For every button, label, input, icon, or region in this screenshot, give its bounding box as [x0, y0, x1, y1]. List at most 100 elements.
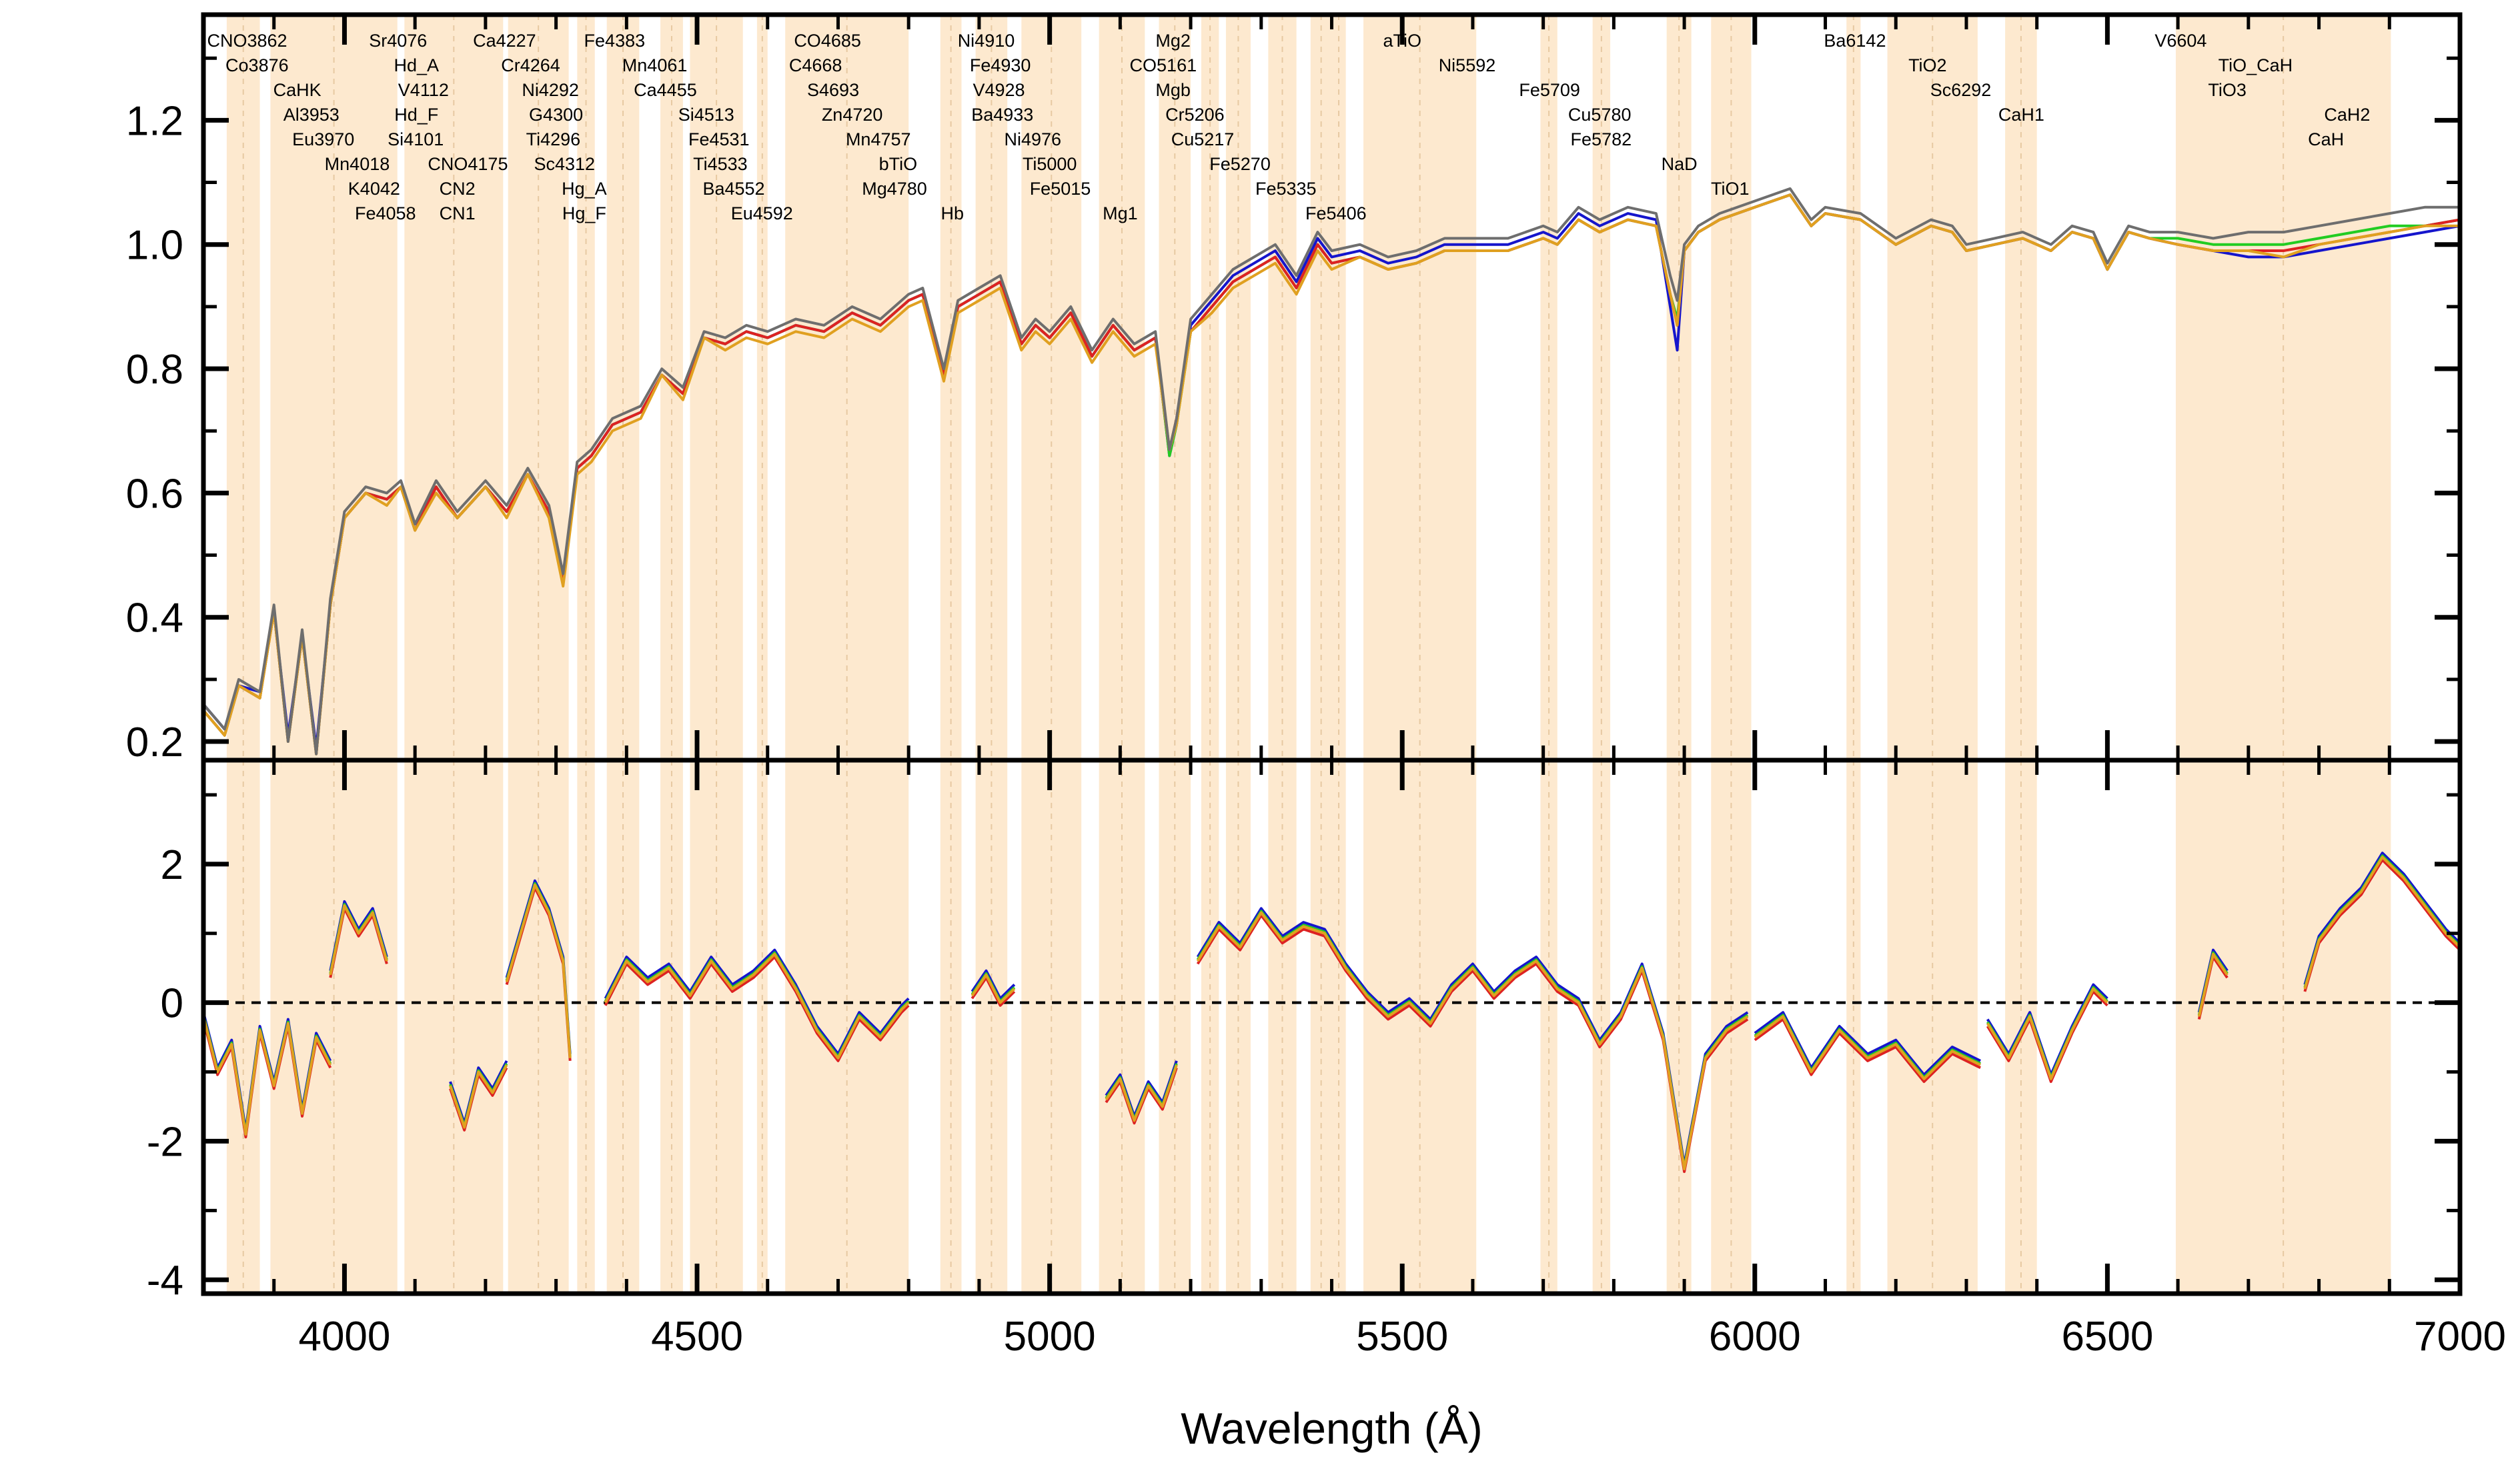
spectrum-line — [202, 187, 2460, 756]
x-tick-label: 4500 — [651, 1314, 743, 1360]
feature-band — [756, 15, 768, 760]
feature-label: CO5161 — [1130, 55, 1197, 75]
y-tick-label: -2 — [147, 1119, 183, 1165]
feature-label: Fe4531 — [688, 129, 750, 149]
feature-label: CN2 — [440, 179, 476, 199]
feature-label: Cr5206 — [1165, 105, 1225, 125]
feature-label: Si4101 — [388, 129, 444, 149]
feature-label: Fe5709 — [1519, 80, 1580, 100]
feature-label: Fe5335 — [1255, 179, 1317, 199]
bottom-residual-series — [202, 852, 2461, 1174]
x-tick-label: 6000 — [1709, 1314, 1801, 1360]
feature-label: CaH — [2308, 129, 2344, 149]
y-tick-label: 1.2 — [126, 98, 183, 144]
bottom-panel: -4 -2 0 2 4000 4500 5000 5500 6000 6500 7000 — [147, 758, 2506, 1360]
feature-label: Si4513 — [678, 105, 734, 125]
feature-band — [1846, 15, 1861, 760]
feature-label: Sr4076 — [369, 31, 427, 51]
feature-label: Ba4552 — [702, 179, 764, 199]
top-feature-bands — [226, 15, 2391, 760]
feature-label: Hd_A — [394, 55, 439, 75]
residual-line — [1986, 987, 2108, 1080]
feature-label: Hb — [940, 203, 964, 223]
feature-label: Fe5015 — [1030, 179, 1091, 199]
feature-label: Ti4533 — [693, 154, 748, 174]
residual-line — [1105, 1064, 1178, 1122]
feature-label: Sc4312 — [534, 154, 595, 174]
residual-line — [2303, 858, 2461, 992]
feature-label: Hg_F — [562, 203, 606, 223]
feature-label: Ba4933 — [971, 105, 1033, 125]
feature-label: Mgb — [1155, 80, 1191, 100]
feature-label: Hd_F — [394, 105, 438, 125]
feature-label: CN1 — [440, 203, 476, 223]
feature-label: TiO2 — [1908, 55, 1947, 75]
residual-line — [202, 1016, 332, 1136]
feature-label: Eu3970 — [292, 129, 354, 149]
y-tick-label: 0.8 — [126, 347, 183, 393]
y-tick-label: 0.6 — [126, 471, 183, 517]
feature-label: Ti5000 — [1023, 154, 1077, 174]
feature-band — [1331, 15, 1346, 760]
feature-label: Mn4061 — [622, 55, 688, 75]
residual-line — [1754, 1015, 1981, 1080]
x-tick-label: 5000 — [1004, 1314, 1096, 1360]
feature-label: Fe5406 — [1305, 203, 1367, 223]
x-tick-label: 7000 — [2414, 1314, 2506, 1360]
feature-label: V4112 — [398, 80, 449, 100]
feature-label: Ni4292 — [522, 80, 579, 100]
top-panel: CNO3862 Co3876 CaHK Al3953 Eu3970 Mn4018 K4042… — [126, 12, 2463, 766]
residual-line — [1196, 911, 1749, 1170]
feature-label: Co3876 — [225, 55, 289, 75]
top-spectra-series — [202, 187, 2461, 756]
feature-label: CaHK — [273, 80, 322, 100]
feature-label: TiO1 — [1711, 179, 1750, 199]
bottom-axis-ticks: -4 -2 0 2 4000 4500 5000 5500 6000 6500 7000 — [147, 760, 2506, 1360]
feature-label: Sc6292 — [1930, 80, 1992, 100]
residual-line — [505, 884, 572, 1058]
feature-label: Al3953 — [283, 105, 340, 125]
y-tick-label: 0.4 — [126, 595, 183, 641]
residual-line — [2197, 952, 2229, 1017]
feature-label: NaD — [1662, 154, 1698, 174]
feature-label: V6604 — [2154, 31, 2207, 51]
feature-label: Fe4058 — [355, 203, 416, 223]
feature-label: G4300 — [529, 105, 583, 125]
feature-label: Mn4757 — [846, 129, 911, 149]
feature-label: Ba6142 — [1824, 31, 1886, 51]
feature-label: CNO3862 — [207, 31, 287, 51]
feature-label: K4042 — [348, 179, 400, 199]
feature-label: Ti4296 — [526, 129, 581, 149]
feature-label: Ni5592 — [1439, 55, 1496, 75]
feature-label: CaH2 — [2324, 105, 2370, 125]
feature-label: TiO_CaH — [2219, 55, 2293, 75]
feature-label: Ni4976 — [1004, 129, 1061, 149]
feature-label: Cu5780 — [1568, 105, 1632, 125]
feature-label: Ca4455 — [634, 80, 697, 100]
residual-line — [604, 952, 910, 1060]
feature-label: Fe5782 — [1571, 129, 1632, 149]
feature-label: Fe4930 — [970, 55, 1031, 75]
feature-label: CO4685 — [794, 31, 861, 51]
x-tick-label: 4000 — [298, 1314, 390, 1360]
residual-line — [604, 956, 910, 1062]
feature-label: Ni4910 — [958, 31, 1015, 51]
feature-label: Mn4018 — [325, 154, 390, 174]
residual-line — [449, 1064, 508, 1129]
residual-line — [2303, 852, 2461, 986]
feature-label: Ca4227 — [473, 31, 536, 51]
feature-label: V4928 — [973, 80, 1025, 100]
feature-label: Cu5217 — [1171, 129, 1235, 149]
feature-label: Hg_A — [562, 179, 607, 199]
feature-label: Zn4720 — [822, 105, 883, 125]
y-tick-label: 0.2 — [126, 719, 183, 766]
feature-label: Fe4383 — [584, 31, 646, 51]
feature-label: Fe5270 — [1209, 154, 1271, 174]
y-tick-label: 1.0 — [126, 223, 183, 269]
residual-line — [2303, 856, 2461, 990]
feature-label: CNO4175 — [428, 154, 508, 174]
feature-label: TiO3 — [2208, 80, 2247, 100]
feature-label: CaH1 — [1998, 105, 2044, 125]
y-tick-label: -4 — [147, 1258, 183, 1304]
